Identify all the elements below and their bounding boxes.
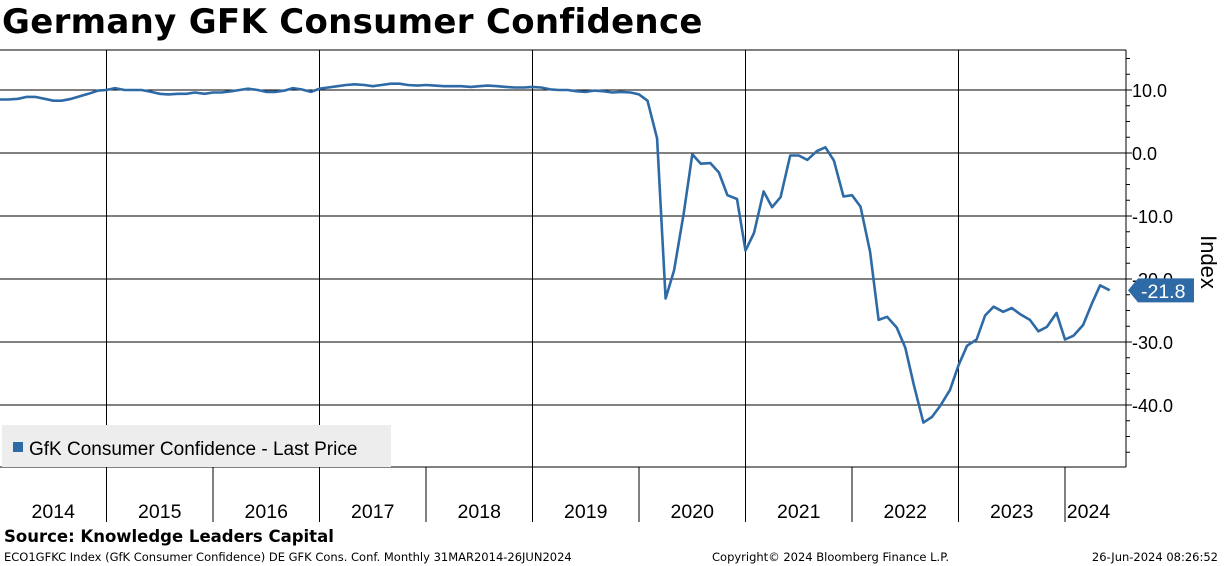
x-tick-label: 2020 [671, 501, 715, 523]
x-tick-label: 2024 [1067, 501, 1111, 523]
x-tick-label: 2022 [884, 501, 927, 523]
x-tick-label: 2017 [351, 501, 394, 523]
x-axis: 2014 2015 2016 2017 2018 2019 2020 2021 2022 2023… [32, 467, 1111, 523]
y-axis-label: Index [1196, 235, 1221, 289]
footer-timestamp: 26-Jun-2024 08:26:52 [1091, 550, 1218, 564]
x-tick-label: 2021 [777, 501, 820, 523]
last-value-text: -21.8 [1141, 281, 1185, 303]
gridlines [0, 49, 1132, 468]
y-tick-label: -30.0 [1132, 333, 1173, 353]
last-value-tag [1128, 278, 1194, 303]
legend-swatch [13, 442, 23, 452]
legend: GfK Consumer Confidence - Last Price [2, 425, 391, 467]
y-tick-label: 10.0 [1132, 81, 1167, 101]
last-value-label: -21.8 [1128, 278, 1194, 303]
y-tick-label: -40.0 [1132, 396, 1173, 416]
x-tick-label: 2018 [458, 501, 501, 523]
source-note: Source: Knowledge Leaders Capital [4, 527, 334, 546]
y-tick-label: -10.0 [1132, 207, 1173, 227]
x-tick-label: 2023 [990, 501, 1033, 523]
x-tick-label: 2014 [32, 501, 76, 523]
legend-label: GfK Consumer Confidence - Last Price [29, 439, 357, 460]
y-tick-label: 0.0 [1132, 144, 1157, 164]
x-tick-label: 2016 [245, 501, 288, 523]
x-tick-label: 2015 [138, 501, 182, 523]
legend-box [2, 425, 391, 467]
series-layer [0, 82, 1111, 424]
x-tick-label: 2019 [564, 501, 607, 523]
footer-copyright: Copyright© 2024 Bloomberg Finance L.P. [712, 550, 949, 564]
chart-title: Germany GFK Consumer Confidence [2, 2, 703, 42]
footer-ticker-info: ECO1GFKC Index (GfK Consumer Confidence)… [4, 550, 572, 564]
series-line [0, 82, 1111, 424]
